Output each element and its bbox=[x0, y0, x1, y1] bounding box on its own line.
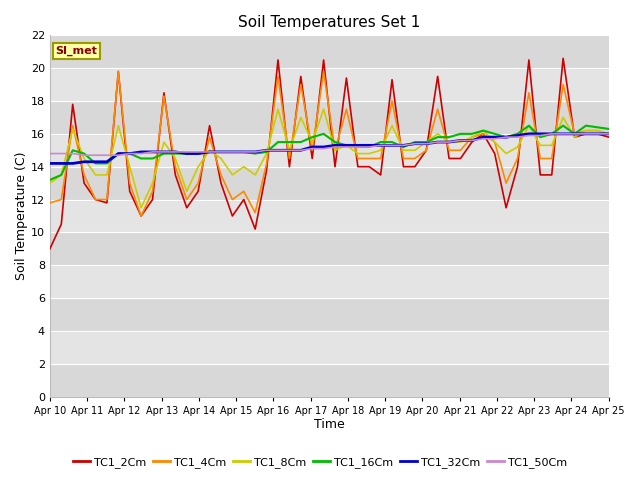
Y-axis label: Soil Temperature (C): Soil Temperature (C) bbox=[15, 152, 28, 280]
Text: SI_met: SI_met bbox=[56, 46, 97, 57]
Bar bbox=[50, 200, 609, 232]
Bar bbox=[50, 265, 609, 298]
Title: Soil Temperatures Set 1: Soil Temperatures Set 1 bbox=[238, 15, 420, 30]
Legend: TC1_2Cm, TC1_4Cm, TC1_8Cm, TC1_16Cm, TC1_32Cm, TC1_50Cm: TC1_2Cm, TC1_4Cm, TC1_8Cm, TC1_16Cm, TC1… bbox=[68, 452, 572, 472]
Bar bbox=[50, 298, 609, 331]
X-axis label: Time: Time bbox=[314, 419, 345, 432]
Bar bbox=[50, 68, 609, 101]
Bar bbox=[50, 101, 609, 134]
Bar bbox=[50, 331, 609, 364]
Bar bbox=[50, 232, 609, 265]
Bar bbox=[50, 134, 609, 167]
Bar bbox=[50, 36, 609, 68]
Bar bbox=[50, 167, 609, 200]
Bar bbox=[50, 364, 609, 396]
